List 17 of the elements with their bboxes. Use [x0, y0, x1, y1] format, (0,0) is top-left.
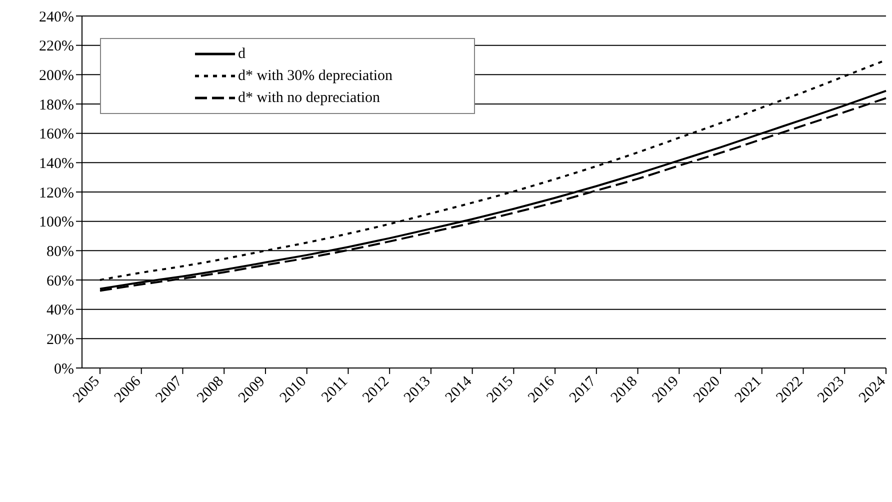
y-tick-label: 40% — [46, 302, 74, 319]
y-tick-label: 120% — [39, 185, 74, 202]
y-tick-label: 160% — [39, 126, 74, 143]
y-tick-label: 20% — [46, 332, 74, 348]
y-tick-label: 220% — [39, 38, 74, 55]
y-tick-label: 180% — [39, 97, 74, 114]
y-tick-label: 200% — [39, 68, 74, 84]
legend-label: d — [238, 46, 246, 62]
legend-label: d* with no depreciation — [238, 90, 380, 106]
x-tick-label: 2011 — [318, 374, 352, 406]
y-tick-label: 80% — [46, 244, 74, 260]
y-tick-label: 240% — [39, 9, 74, 26]
y-tick-label: 140% — [39, 156, 74, 172]
y-tick-label: 100% — [39, 214, 74, 231]
y-tick-label: 60% — [46, 273, 74, 290]
legend-label: d* with 30% depreciation — [238, 68, 393, 84]
y-tick-label: 0% — [54, 361, 74, 378]
